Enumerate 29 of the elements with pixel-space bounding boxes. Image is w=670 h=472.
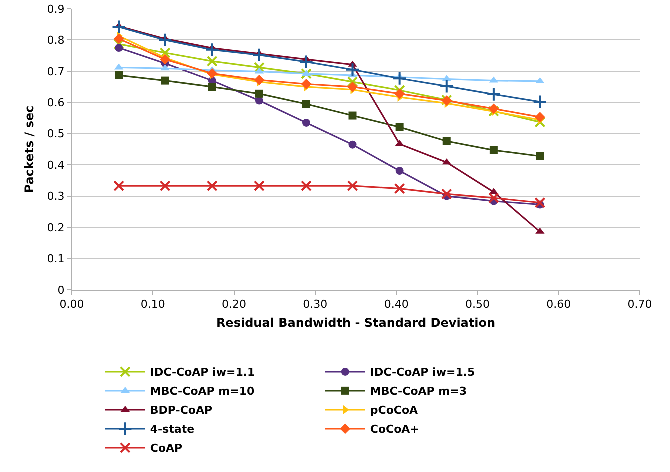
y-tick-label: 0.7 (47, 65, 65, 78)
y-tick-label: 0.6 (47, 96, 65, 110)
x-tick-label: 0.20 (222, 298, 247, 312)
x-tick-label: 0.30 (303, 298, 328, 312)
y-tick-label: 0.8 (47, 34, 65, 48)
x-tick-label: 0.60 (546, 298, 572, 312)
x-tick-label: 0.10 (140, 298, 166, 312)
y-axis-title: Packets / sec (22, 106, 37, 194)
legend-label: MBC-CoAP m=3 (370, 385, 467, 398)
legend-label: MBC-CoAP m=10 (150, 385, 255, 398)
y-tick-label: 0.4 (47, 158, 65, 172)
y-tick-label: 0 (58, 284, 65, 297)
y-tick-label: 0.9 (47, 2, 65, 16)
y-tick-label: 0.3 (47, 190, 65, 204)
x-tick-label: 0.50 (465, 298, 490, 312)
legend-label: IDC-CoAP iw=1.1 (150, 366, 256, 380)
y-tick-label: 0.2 (47, 221, 65, 234)
y-tick-label: 0.5 (47, 128, 65, 141)
legend-label: CoAP (150, 442, 183, 456)
x-axis-title: Residual Bandwidth - Standard Deviation (216, 316, 496, 330)
x-tick-label: 0.00 (60, 298, 84, 312)
legend-label: CoCoA+ (370, 423, 420, 436)
legend-label: IDC-CoAP iw=1.5 (370, 366, 476, 380)
x-tick-label: 0.70 (628, 298, 652, 312)
legend-label: pCoCoA (370, 404, 419, 418)
y-tick-label: 0.1 (47, 252, 65, 266)
x-tick-label: 0.40 (384, 298, 409, 312)
legend-label: BDP-CoAP (150, 404, 213, 418)
legend-label: 4-state (150, 423, 195, 436)
